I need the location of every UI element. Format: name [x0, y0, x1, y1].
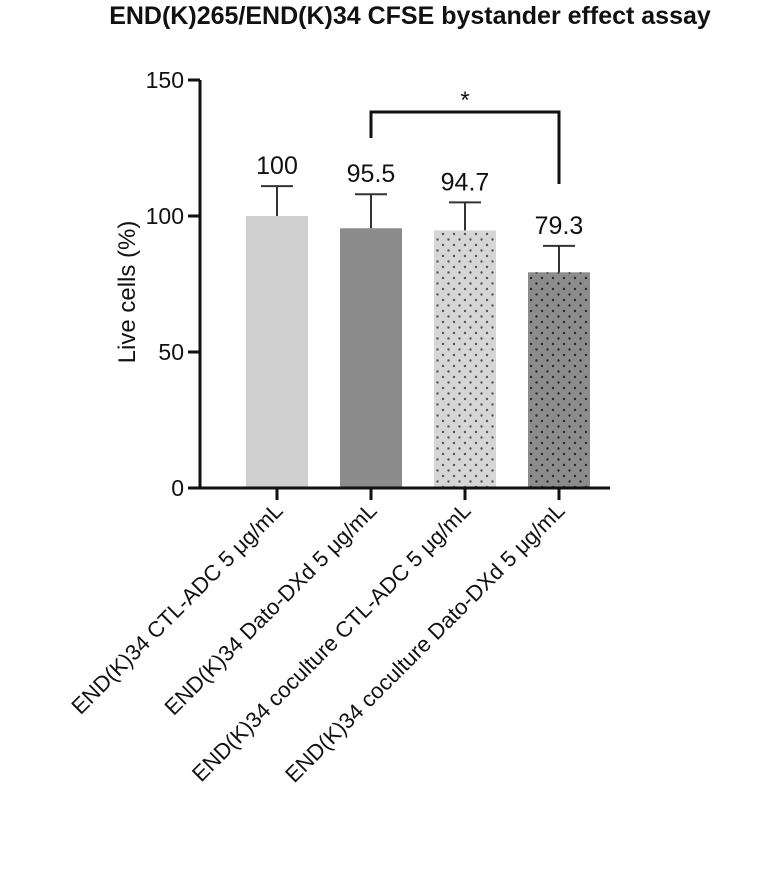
- data-label-1: 100: [256, 152, 298, 180]
- bar-2: [340, 228, 402, 489]
- y-axis-label: Live cells (%): [114, 221, 141, 364]
- y-tick-label-50: 50: [158, 339, 184, 365]
- data-label-4: 79.3: [535, 212, 584, 240]
- significance-label: *: [460, 87, 469, 114]
- y-tick-label-150: 150: [146, 67, 184, 93]
- significance-bracket: [369, 110, 561, 184]
- y-tick-label-0: 0: [171, 475, 184, 501]
- bar-1: [246, 216, 308, 488]
- data-label-2: 95.5: [347, 160, 396, 188]
- bar-3: [434, 230, 496, 488]
- data-label-3: 94.7: [441, 168, 490, 196]
- bar-4: [528, 272, 590, 488]
- chart-title: END(K)265/END(K)34 CFSE bystander effect…: [109, 2, 711, 30]
- y-tick-label-100: 100: [146, 203, 184, 229]
